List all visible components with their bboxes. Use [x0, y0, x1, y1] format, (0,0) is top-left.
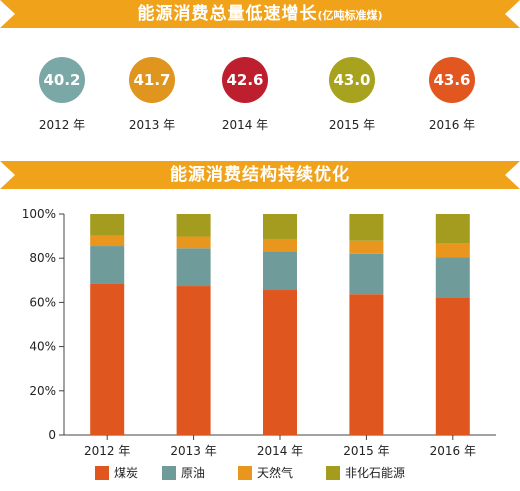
total-circle-2: 41.7: [129, 57, 175, 103]
legend-label-3: 天然气: [257, 466, 294, 480]
x-tick-label-2: 2013 年: [170, 444, 216, 458]
total-circle-5: 43.6: [429, 57, 475, 103]
bar-4-3: [349, 240, 384, 254]
y-tick-label-4: 80%: [29, 251, 56, 265]
bar-1-4: [90, 214, 125, 236]
bar-3-4: [263, 214, 297, 239]
legend-item-4: 非化石能源: [326, 464, 405, 480]
bar-1-3: [90, 235, 125, 247]
total-year-label-2: 2013 年: [128, 118, 176, 132]
bar-4-4: [349, 214, 384, 241]
x-tick-label-3: 2014 年: [257, 444, 303, 458]
legend-item-2: 原油: [162, 464, 205, 480]
y-tick-label-3: 60%: [29, 295, 56, 309]
bar-2-4: [176, 214, 211, 237]
x-tick-label-4: 2015 年: [343, 444, 389, 458]
bar-5-2: [435, 257, 470, 298]
x-tick-label-1: 2012 年: [84, 444, 130, 458]
legend-label-1: 煤炭: [114, 466, 139, 480]
y-tick-label-0: 0: [48, 428, 56, 442]
top-banner-unit: (亿吨标准煤): [317, 9, 383, 22]
total-circle-1: 40.2: [39, 57, 85, 103]
legend-swatch-1: [95, 465, 109, 480]
bar-3-1: [263, 290, 297, 435]
bar-1-2: [90, 246, 125, 284]
middle-banner-title: 能源消费结构持续优化: [170, 165, 350, 185]
bar-2-2: [176, 248, 211, 287]
y-tick-label-2: 40%: [29, 340, 56, 354]
total-year-label-4: 2015 年: [328, 118, 376, 132]
top-banner-shape: [0, 0, 520, 28]
legend-swatch-3: [238, 465, 252, 480]
legend-label-4: 非化石能源: [345, 466, 406, 480]
bar-2-1: [176, 286, 211, 435]
bar-1-1: [90, 283, 125, 435]
bar-5-4: [435, 214, 470, 244]
bar-3-3: [263, 238, 297, 252]
middle-banner-shape: [0, 161, 520, 189]
top-banner-text: 能源消费总量低速增长(亿吨标准煤): [0, 0, 520, 28]
legend-swatch-4: [326, 465, 340, 480]
bar-4-1: [349, 294, 384, 435]
total-year-label-3: 2014 年: [221, 118, 269, 132]
bar-2-3: [176, 236, 211, 249]
bar-3-2: [263, 251, 297, 291]
total-circle-4: 43.0: [329, 57, 375, 103]
top-banner-title: 能源消费总量低速增长: [137, 4, 318, 24]
legend-item-3: 天然气: [238, 464, 293, 480]
bar-5-1: [435, 297, 470, 435]
x-tick-label-5: 2016 年: [430, 444, 476, 458]
structure-stacked-bar-chart: 0 20% 40% 60% 80% 100% 2012 年 2013 年 2014 年 2015 …: [22, 207, 496, 458]
top-banner: 能源消费总量低速增长(亿吨标准煤): [0, 0, 520, 28]
y-tick-label-1: 20%: [29, 384, 56, 398]
middle-banner: 能源消费结构持续优化: [0, 161, 520, 189]
bar-5-3: [435, 243, 470, 258]
bar-4-2: [349, 253, 384, 295]
legend-label-2: 原油: [181, 466, 206, 480]
y-tick-label-5: 100%: [22, 207, 56, 221]
total-year-label-5: 2016 年: [428, 118, 476, 132]
middle-banner-text: 能源消费结构持续优化: [0, 161, 520, 189]
total-circle-3: 42.6: [222, 57, 268, 103]
legend-swatch-2: [162, 465, 176, 480]
legend-item-1: 煤炭: [95, 464, 138, 480]
total-year-label-1: 2012 年: [38, 118, 86, 132]
